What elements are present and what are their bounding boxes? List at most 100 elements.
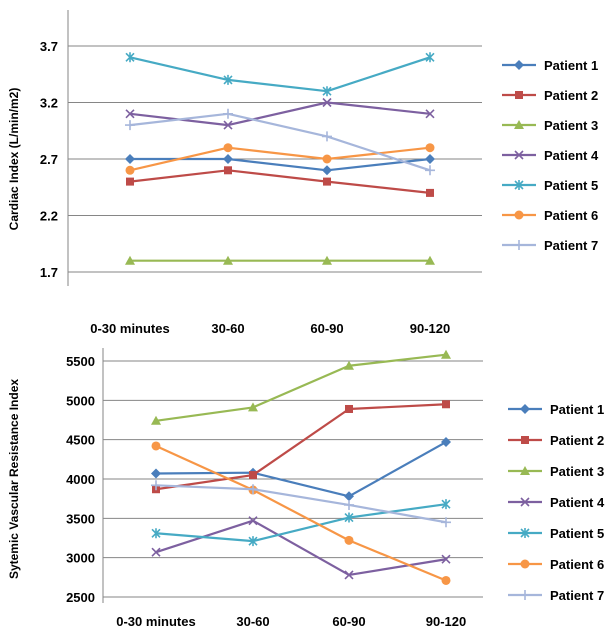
legend-entry: Patient 7 [502,238,598,253]
data-point [125,255,135,265]
data-point [248,402,258,412]
legend-entry: Patient 3 [502,118,598,133]
y-tick-label: 4500 [66,433,95,448]
legend-marker [514,240,524,250]
data-point [322,86,332,97]
series-line [155,353,447,422]
legend-label: Patient 1 [550,402,604,417]
data-point [344,512,354,523]
y-tick-label: 3000 [66,551,95,566]
series-7 [151,480,451,528]
series-3 [151,349,451,425]
data-point [249,471,257,480]
x-tick-label: 90-120 [426,614,466,629]
y-tick-label: 3.7 [40,39,58,54]
y-tick-label: 5500 [66,354,95,369]
data-point [151,480,161,491]
y-axis-title: Cardiac Index (L/min/m2) [7,88,21,231]
x-tick-label: 0-30 minutes [90,321,169,336]
legend-entry: Patient 4 [502,148,599,163]
legend-label: Patient 7 [544,238,598,253]
series-line [155,444,447,582]
y-tick-label: 2500 [66,590,95,605]
legend-marker [520,497,530,507]
legend-entry: Patient 1 [502,58,598,73]
data-point [425,255,435,265]
data-point [322,255,332,265]
data-point [223,255,233,265]
data-point [125,120,135,131]
data-point [223,154,233,164]
y-tick-label: 5000 [66,393,95,408]
series-line [129,56,431,93]
legend-marker [514,210,524,220]
data-point [125,165,135,175]
y-tick-label: 3500 [66,511,95,526]
x-tick-label: 30-60 [236,614,269,629]
data-point [125,109,135,119]
data-point [151,547,161,557]
data-point [425,143,435,153]
data-point [441,349,451,359]
data-point [322,165,332,176]
legend-label: Patient 2 [550,433,604,448]
series-6 [151,441,451,585]
series-3 [125,255,435,265]
legend-marker [514,180,524,190]
legend: Patient 1 Patient 2 Patient 3 Patient 4 Pati… [508,402,605,603]
x-tick-label: 60-90 [332,614,365,629]
data-point [223,120,233,130]
data-point [223,143,233,153]
chart-2: 2500 3000 3500 4000 4500 5000 5500 0-30 minutes… [7,348,605,629]
legend-marker [520,528,530,538]
legend-entry: Patient 2 [502,88,598,103]
data-point [441,554,451,564]
legend-label: Patient 4 [544,148,599,163]
legend-label: Patient 4 [550,495,605,510]
data-point [248,484,258,495]
legend-marker [520,466,530,475]
legend-marker [514,150,524,160]
legend-marker [514,60,524,70]
data-point [322,154,332,164]
legend-entry: Patient 1 [508,402,604,417]
legend-label: Patient 1 [544,58,598,73]
legend-marker [520,590,530,600]
series-5 [151,499,451,547]
data-point [441,437,451,448]
data-point [425,154,435,164]
data-point [344,535,354,545]
data-point [126,177,134,186]
data-point [248,516,258,526]
series-1 [151,437,451,502]
series-2 [126,166,434,197]
legend-entry: Patient 7 [508,588,604,603]
data-point [344,360,354,370]
series-line [129,101,431,127]
data-point [322,97,332,108]
y-axis-title: Sytemic Vascular Resistance Index [7,379,21,579]
series-line [129,112,431,172]
data-point [125,154,135,164]
data-point [223,108,233,119]
legend-marker [521,436,529,444]
y-tick-label: 2.2 [40,209,58,224]
y-tick-label: 4000 [66,472,95,487]
legend-entry: Patient 3 [508,464,604,479]
series-5 [125,52,435,97]
legend-label: Patient 3 [544,118,598,133]
data-point [441,575,451,585]
legend-label: Patient 7 [550,588,604,603]
legend-label: Patient 6 [544,208,598,223]
data-point [344,491,354,502]
data-point [224,166,232,175]
data-point [426,188,434,197]
data-point [425,165,435,176]
x-tick-label: 30-60 [211,321,244,336]
series-line [155,403,447,491]
data-point [442,400,450,409]
data-point [441,499,451,510]
data-point [425,52,435,63]
legend-label: Patient 5 [544,178,598,193]
